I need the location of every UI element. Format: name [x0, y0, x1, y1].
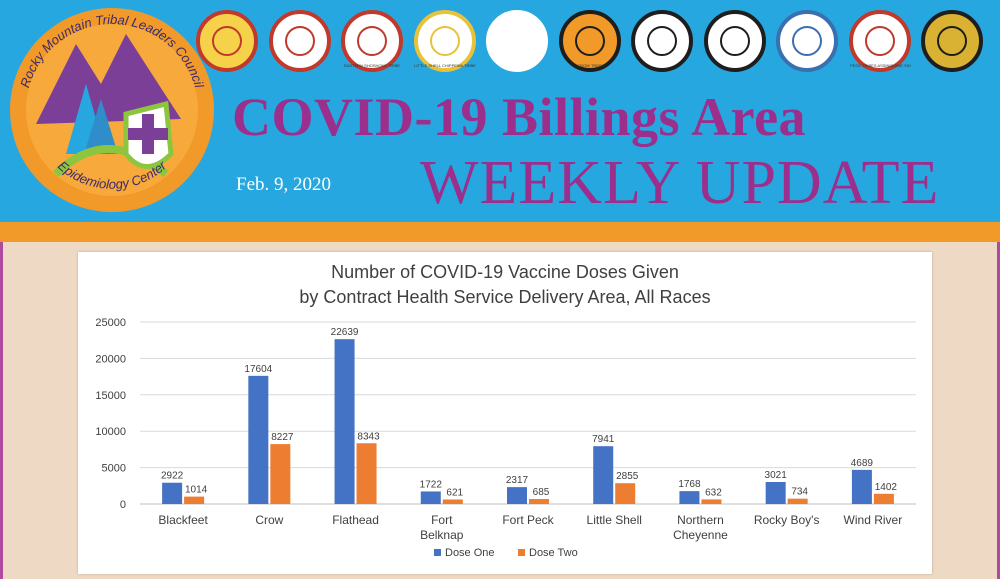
chart-title: Number of COVID-19 Vaccine Doses Given: [331, 262, 679, 282]
bar-dose-one: [851, 469, 872, 504]
x-tick-label: Blackfeet: [158, 513, 208, 527]
bar-dose-two: [184, 496, 205, 504]
tribal-seal-2-icon: [268, 10, 331, 72]
x-tick-label: Crow: [255, 513, 283, 527]
x-tick-label: Wind River: [844, 513, 903, 527]
update-date: Feb. 9, 2020: [236, 174, 331, 195]
data-label: 4689: [851, 458, 874, 469]
rmtlc-logo: Rocky Mountain Tribal Leaders Council Ep…: [10, 8, 214, 212]
header-banner: Rocky Mountain Tribal Leaders Council Ep…: [0, 0, 1000, 222]
x-tick-label: Northern: [677, 513, 724, 527]
data-label: 685: [533, 487, 550, 498]
x-tick-label: Fort Peck: [502, 513, 554, 527]
data-label: 17604: [244, 364, 272, 375]
bar-dose-two: [442, 499, 463, 504]
bar-dose-one: [507, 487, 527, 504]
x-tick-label: Fort: [431, 513, 453, 527]
crow-tribe-seal-icon: CROW TRIBE: [558, 10, 621, 72]
data-label: 7941: [592, 434, 615, 445]
bar-dose-one: [334, 339, 355, 504]
bar-dose-two: [787, 498, 808, 504]
x-tick-label: Cheyenne: [673, 528, 728, 542]
data-label: 1768: [678, 479, 701, 490]
tribal-seal-9-icon: [776, 10, 838, 72]
legend-swatch: [518, 549, 525, 556]
bar-dose-one: [248, 375, 269, 504]
vaccine-chart-card: Number of COVID-19 Vaccine Doses Given b…: [78, 252, 932, 574]
data-label: 734: [791, 487, 808, 498]
legend-swatch: [434, 549, 441, 556]
northern-cheyenne-seal-icon: [631, 10, 693, 72]
x-tick-label: Flathead: [332, 513, 379, 527]
data-label: 632: [705, 487, 722, 498]
y-tick-label: 5000: [102, 463, 126, 475]
svg-text:EASTERN SHOSHONE TRIBE: EASTERN SHOSHONE TRIBE: [344, 63, 400, 68]
bar-dose-one: [765, 482, 786, 504]
bar-dose-two: [356, 443, 377, 504]
data-label: 2317: [506, 475, 529, 486]
bar-dose-two: [701, 499, 722, 504]
bar-dose-two: [615, 483, 636, 504]
tribal-seal-5-icon: [486, 10, 548, 72]
legend-label: Dose Two: [529, 547, 578, 559]
tribal-seal-8-icon: [703, 10, 766, 72]
data-label: 1402: [875, 482, 898, 493]
little-shell-seal-icon: LITTLE SHELL CHIPPEWA TRIBE: [413, 10, 476, 72]
bar-dose-two: [873, 493, 894, 504]
page-subtitle: WEEKLY UPDATE: [420, 149, 940, 217]
x-tick-label: Rocky Boy's: [754, 513, 820, 527]
tribal-seal-11-icon: [921, 10, 983, 72]
data-label: 1014: [185, 485, 208, 496]
x-tick-label: Belknap: [420, 528, 464, 542]
svg-text:LITTLE SHELL CHIPPEWA TRIBE: LITTLE SHELL CHIPPEWA TRIBE: [414, 63, 476, 68]
data-label: 1722: [420, 479, 443, 490]
y-tick-label: 15000: [95, 390, 126, 402]
data-label: 22639: [331, 327, 359, 338]
bar-dose-two: [270, 444, 291, 504]
orange-divider: [0, 222, 1000, 242]
y-tick-label: 0: [120, 499, 126, 511]
chart-subtitle: by Contract Health Service Delivery Area…: [299, 287, 711, 307]
y-tick-label: 25000: [95, 317, 126, 329]
bar-dose-two: [529, 499, 549, 504]
bar-dose-one: [593, 446, 614, 504]
data-label: 2855: [616, 471, 639, 482]
bar-dose-one: [162, 482, 183, 504]
data-label: 8227: [271, 432, 294, 443]
svg-text:FT. PECK TRIBES ASSINIBOINE SI: FT. PECK TRIBES ASSINIBOINE SIOUX: [849, 63, 911, 68]
page-title: COVID-19 Billings Area: [232, 87, 807, 147]
data-label: 2922: [161, 471, 184, 482]
bar-dose-one: [679, 491, 700, 504]
data-label: 8343: [357, 431, 380, 442]
data-label: 3021: [765, 470, 788, 481]
y-tick-label: 10000: [95, 426, 126, 438]
data-label: 621: [446, 487, 463, 498]
svg-text:CROW TRIBE: CROW TRIBE: [577, 63, 603, 68]
tribal-seal-1-icon: [196, 10, 258, 72]
fort-peck-seal-icon: FT. PECK TRIBES ASSINIBOINE SIOUX: [843, 10, 916, 72]
eastern-shoshone-seal-icon: EASTERN SHOSHONE TRIBE: [341, 10, 403, 72]
bar-dose-one: [420, 491, 441, 504]
x-tick-label: Little Shell: [587, 513, 642, 527]
y-tick-label: 20000: [95, 353, 126, 365]
legend-label: Dose One: [445, 547, 495, 559]
